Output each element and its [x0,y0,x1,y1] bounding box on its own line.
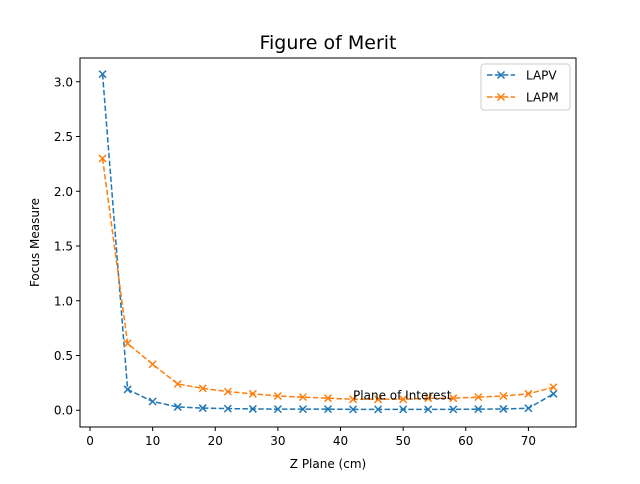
x-tick-label: 30 [270,434,285,448]
legend-label-lapv: LAPV [526,69,557,83]
data-point-lapv [173,402,182,411]
data-point-lapm [424,394,433,403]
data-point-lapm [374,395,383,404]
data-point-lapm [173,379,182,388]
data-point-lapv [524,404,533,413]
x-axis-label: Z Plane (cm) [290,457,366,471]
data-point-lapm [198,384,207,393]
data-point-lapm [349,395,358,404]
legend-item-lapm: LAPM [487,91,559,105]
data-point-lapv [474,405,483,414]
x-tick-label: 40 [333,434,348,448]
data-point-lapm [248,389,257,398]
x-tick-label: 0 [86,434,94,448]
x-tick-label: 20 [208,434,223,448]
data-point-lapm [499,391,508,401]
series-lapm [98,154,558,404]
data-point-lapv [98,70,107,79]
x-tick-label: 50 [396,434,411,448]
data-point-lapv [123,385,132,394]
legend: LAPV LAPM [480,63,571,111]
data-point-lapm [98,154,107,163]
data-point-lapv [323,405,333,414]
data-point-lapv [198,404,207,413]
data-point-lapm [273,391,282,401]
series-lapv [98,70,558,414]
data-point-lapv [223,404,232,413]
legend-marker-lapm [496,92,506,102]
data-point-lapm [123,339,132,348]
y-tick-label: 1.5 [54,240,73,254]
data-point-lapm [549,383,558,392]
legend-entries: LAPV LAPM [487,69,559,105]
data-point-lapm [298,393,307,402]
data-point-lapv [549,389,558,398]
data-point-lapv [273,405,282,414]
x-tick-label: 60 [458,434,473,448]
legend-label-lapm: LAPM [526,91,559,105]
y-tick-label: 2.5 [54,130,73,144]
data-point-lapv [148,397,157,406]
y-tick-label: 3.0 [54,75,73,89]
data-point-lapv [349,405,358,414]
legend-item-lapv: LAPV [487,69,557,83]
data-point-lapm [474,393,483,402]
data-point-lapv [298,405,307,414]
data-point-lapm [323,394,333,403]
data-point-lapm [223,387,232,396]
tick-layer: 0 10 20 30 40 50 60 70 0.0 0.5 1.0 1.5 2.0 2.5 3.0 [54,75,536,448]
y-tick-label: 2.0 [54,185,73,199]
data-point-lapv [424,405,433,414]
x-tick-label: 70 [521,434,536,448]
x-tick-label: 10 [145,434,160,448]
data-point-lapv [399,405,408,414]
legend-marker-lapv [496,70,506,80]
y-tick-label: 0.5 [54,349,73,363]
annotation-layer: Plane of Interest [353,388,452,402]
data-point-lapm [148,360,157,369]
chart-title: Figure of Merit [259,32,396,54]
data-point-lapv [449,405,458,414]
y-axis-label: Focus Measure [28,198,42,287]
y-tick-label: 0.0 [54,404,73,418]
data-point-lapv [374,405,383,414]
y-tick-label: 1.0 [54,294,73,308]
data-point-lapm [524,389,533,398]
data-point-lapm [449,394,458,403]
plot-frame [79,57,577,428]
annotation-label: Plane of Interest [353,388,452,402]
series-layer [98,70,558,414]
data-point-lapm [399,395,408,404]
data-point-lapv [248,404,257,413]
data-point-lapv [499,404,508,413]
